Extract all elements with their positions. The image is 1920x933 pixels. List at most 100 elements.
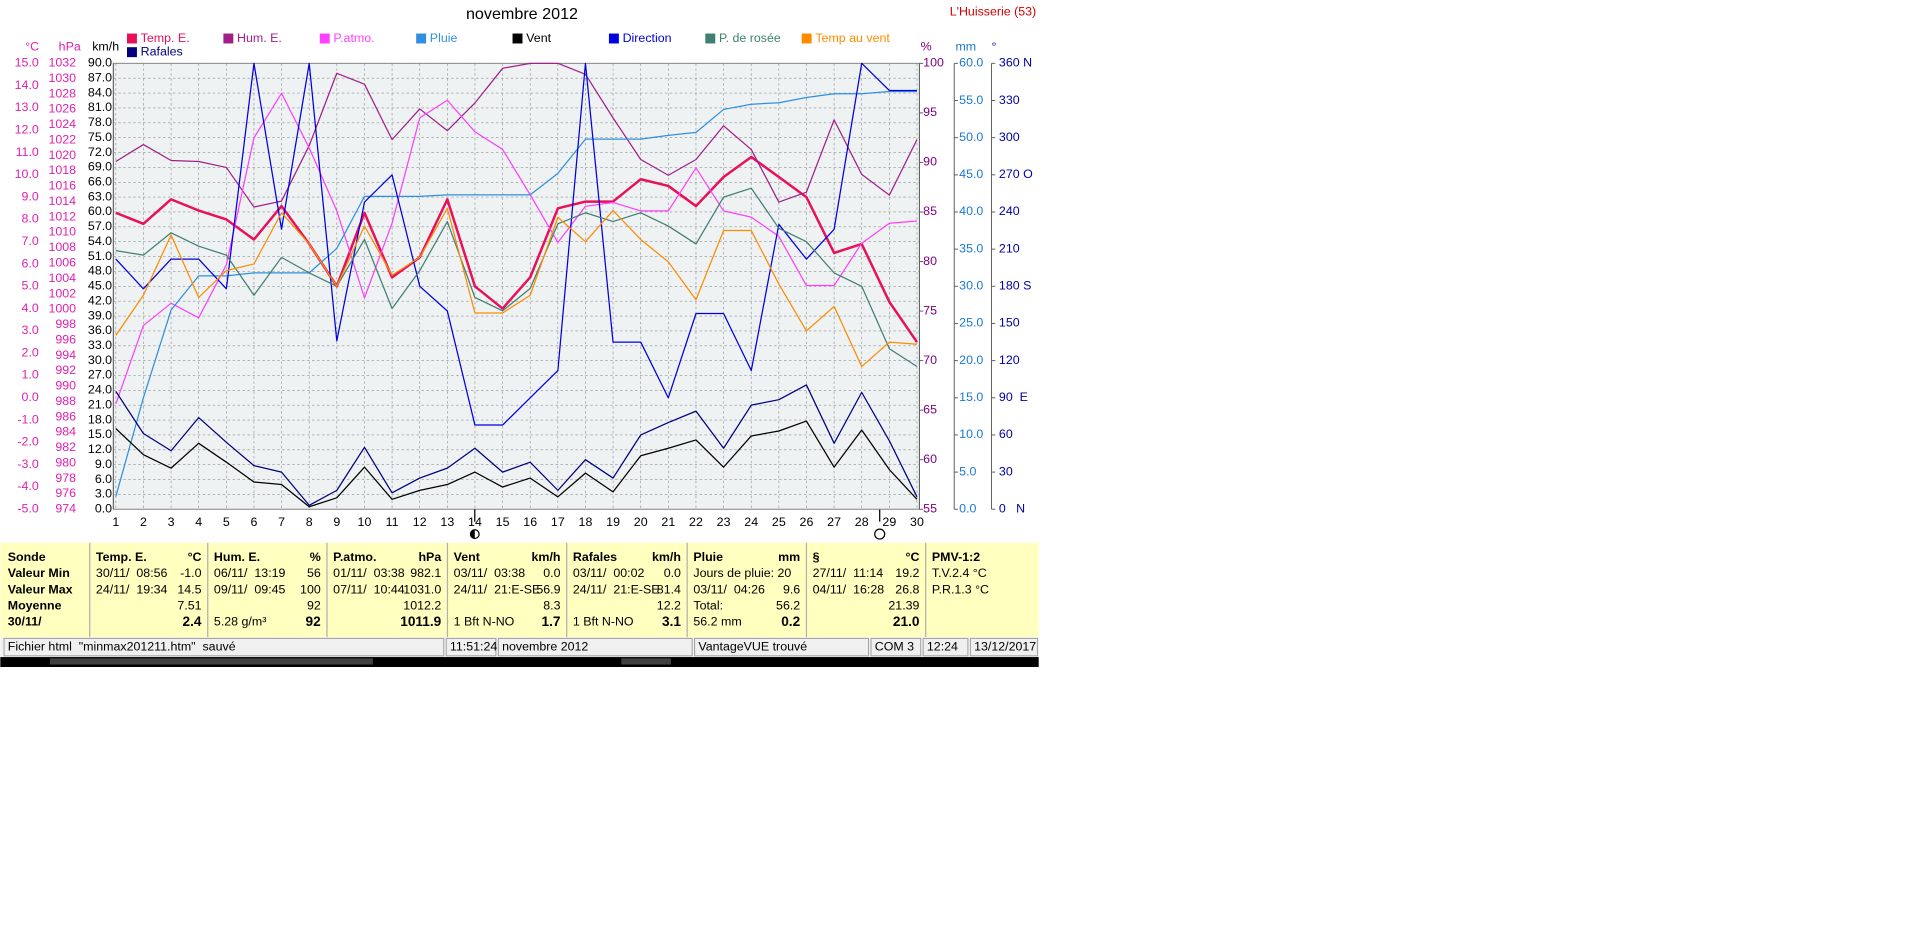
y-tick-label: 24.0	[88, 383, 112, 397]
y-tick-label: -3.0	[17, 457, 38, 471]
legend-label: Hum. E.	[237, 31, 282, 45]
x-tick-label: 5	[223, 515, 230, 529]
cell-value: 1031.0	[403, 582, 441, 596]
legend-swatch	[127, 33, 137, 44]
series-line	[115, 62, 918, 208]
cell-value: 92	[306, 614, 322, 629]
cell-value: 21.39	[888, 598, 919, 612]
cell-value: -1.0	[180, 566, 201, 580]
y-tick-label: 180 S	[999, 279, 1031, 293]
y-tick-label: 990	[55, 379, 76, 393]
legend-swatch	[705, 33, 716, 44]
series-line	[115, 420, 918, 508]
x-tick-label: 22	[689, 515, 703, 529]
y-tick-label: 81.0	[88, 100, 112, 114]
cell-value: 1011.9	[400, 614, 441, 629]
y-tick-label: 988	[55, 394, 76, 408]
y-tick-label: 78.0	[88, 115, 112, 129]
cell-text: 30/11/ 08:56	[96, 566, 168, 580]
row-label: Moyenne	[8, 598, 62, 612]
y-tick-label: 27.0	[88, 368, 112, 382]
y-tick-label: 1008	[48, 240, 76, 254]
cell-value: 56.2	[776, 598, 800, 612]
column-unit: km/h	[532, 550, 561, 564]
x-tick-label: 4	[195, 515, 202, 529]
legend-label: Rafales	[141, 44, 183, 58]
status-segment	[445, 637, 497, 657]
cell-value: 12.2	[657, 598, 681, 612]
cell-text: 24/11/ 21:E-SE	[573, 582, 660, 596]
cell-text: 03/11/ 03:38	[454, 566, 526, 580]
y-tick-label: 1000	[48, 302, 76, 316]
y-tick-label: 9.0	[95, 457, 112, 471]
status-text: VantageVUE trouvé	[698, 639, 807, 653]
cell-text: 24/11/ 19:34	[96, 582, 168, 596]
y-tick-label: 100	[923, 56, 944, 70]
status-segment	[922, 637, 969, 657]
y-tick-label: 0.0	[95, 502, 112, 516]
x-tick-label: 28	[855, 515, 869, 529]
cell-text: Jours de pluie: 20	[693, 566, 791, 580]
legend-label: Vent	[526, 31, 551, 45]
y-tick-label: 72.0	[88, 145, 112, 159]
y-tick-label: 75	[923, 303, 937, 317]
cell-value: 14.5	[177, 582, 201, 596]
y-tick-label: 1024	[48, 117, 76, 131]
y-tick-label: 30.0	[959, 279, 983, 293]
y-tick-label: 15.0	[15, 56, 39, 70]
y-tick-label: 1028	[48, 86, 76, 100]
y-tick-label: 240	[999, 204, 1020, 218]
y-tick-label: 1022	[48, 133, 76, 147]
y-tick-label: 3.0	[22, 323, 39, 337]
x-tick-label: 16	[523, 515, 537, 529]
status-segment	[694, 637, 870, 657]
x-tick-label: 24	[744, 515, 758, 529]
status-text: 11:51:24	[450, 639, 497, 653]
taskbar-item	[621, 658, 672, 665]
y-tick-label: 15.0	[88, 427, 112, 441]
y-tick-label: 65	[923, 402, 937, 416]
y-tick-label: 150	[999, 316, 1020, 330]
y-tick-label: 0 N	[999, 502, 1025, 516]
cell-value: 21.0	[893, 614, 920, 629]
axis-title: km/h	[92, 39, 119, 53]
legend-label: Direction	[623, 31, 672, 45]
cell-value: 19.2	[895, 566, 919, 580]
x-tick-label: 19	[606, 515, 620, 529]
cell-text: 5.28 g/m³	[214, 615, 266, 629]
x-tick-label: 25	[772, 515, 786, 529]
cell-text: 03/11/ 00:02	[573, 566, 645, 580]
y-tick-label: 80	[923, 254, 937, 268]
y-tick-label: 120	[999, 353, 1020, 367]
column-title: Pluie	[693, 550, 723, 564]
y-tick-label: 0.0	[22, 390, 39, 404]
cell-text: 1 Bft N-NO	[573, 615, 634, 629]
y-tick-label: 982	[55, 440, 76, 454]
axis-title: mm	[955, 39, 976, 53]
column-title: §	[813, 550, 820, 564]
y-tick-label: 7.0	[22, 234, 39, 248]
y-tick-label: 63.0	[88, 189, 112, 203]
x-tick-label: 11	[386, 515, 399, 529]
x-tick-label: 6	[250, 515, 257, 529]
y-tick-label: 984	[55, 425, 76, 439]
y-tick-label: 2.0	[22, 345, 39, 359]
y-tick-label: 45.0	[88, 279, 112, 293]
legend-label: Temp au vent	[815, 31, 890, 45]
chart-title: novembre 2012	[466, 5, 578, 23]
y-tick-label: 48.0	[88, 264, 112, 278]
cell-value: 7.51	[177, 598, 201, 612]
x-tick-label: 23	[717, 515, 731, 529]
column-unit: km/h	[652, 550, 681, 564]
axis-title: %	[921, 39, 932, 53]
y-tick-label: 1020	[48, 148, 76, 162]
y-tick-label: 360 N	[999, 56, 1032, 70]
column-title: Temp. E.	[96, 550, 147, 564]
x-tick-label: 29	[882, 515, 896, 529]
y-tick-label: 1026	[48, 102, 76, 116]
cell-value: 3.1	[662, 614, 681, 629]
y-tick-label: 994	[55, 348, 76, 362]
y-tick-label: 9.0	[22, 189, 39, 203]
cell-value: 26.8	[895, 582, 919, 596]
cell-value: 1012.2	[403, 598, 441, 612]
